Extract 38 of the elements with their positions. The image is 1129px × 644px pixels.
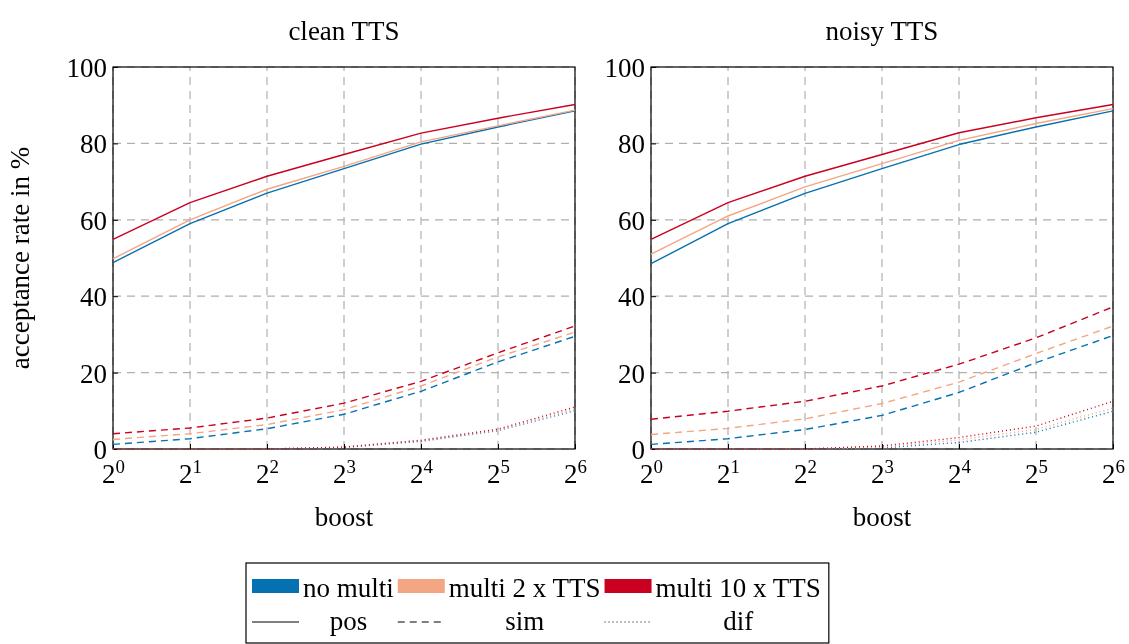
text: pos: [329, 606, 368, 636]
x-tick-label: 2$^{3}$: [333, 455, 356, 489]
y-tick-label: 0: [631, 434, 645, 465]
y-tick-label: 80: [618, 129, 645, 160]
y-tick-label: 20: [618, 358, 645, 389]
x-axis-title: boost: [852, 502, 912, 532]
x-tick-label: 2$^{1}$: [717, 455, 740, 489]
text: sim: [505, 606, 545, 636]
y-tick-label: 20: [80, 358, 107, 389]
line-series: [112, 103, 576, 240]
y-axis-title: acceptance rate in %: [5, 146, 35, 370]
x-tick-label: 2$^{6}$: [564, 455, 587, 489]
y-tick-label: 0: [93, 434, 107, 465]
x-tick-label: 2$^{4}$: [948, 455, 972, 489]
y-tick-label: 60: [618, 205, 645, 236]
line-series: [650, 325, 1114, 436]
chart-title: clean TTS: [288, 16, 400, 46]
y-tick-label: 40: [618, 282, 645, 313]
y-tick-label: 60: [80, 205, 107, 236]
y-tick-label: 100: [604, 52, 645, 83]
x-tick-label: 2$^{3}$: [871, 455, 894, 489]
chart-title: noisy TTS: [825, 16, 939, 46]
x-tick-label: 2$^{4}$: [410, 455, 434, 489]
x-tick-label: 2$^{1}$: [179, 455, 202, 489]
x-axis-title: boost: [314, 502, 374, 532]
text: dif: [723, 606, 754, 636]
x-tick-label: 2$^{2}$: [256, 455, 279, 489]
text: multi 2 x TTS: [448, 573, 601, 603]
text: no multi: [303, 573, 394, 603]
text: multi 10 x TTS: [655, 573, 821, 603]
x-tick-label: 2$^{5}$: [487, 455, 510, 489]
x-tick-label: 2$^{2}$: [794, 455, 817, 489]
y-tick-label: 80: [80, 129, 107, 160]
y-tick-label: 40: [80, 282, 107, 313]
line-series: [650, 334, 1114, 446]
x-tick-label: 2$^{6}$: [1102, 455, 1125, 489]
x-tick-label: 2$^{5}$: [1025, 455, 1048, 489]
y-tick-label: 100: [66, 52, 107, 83]
